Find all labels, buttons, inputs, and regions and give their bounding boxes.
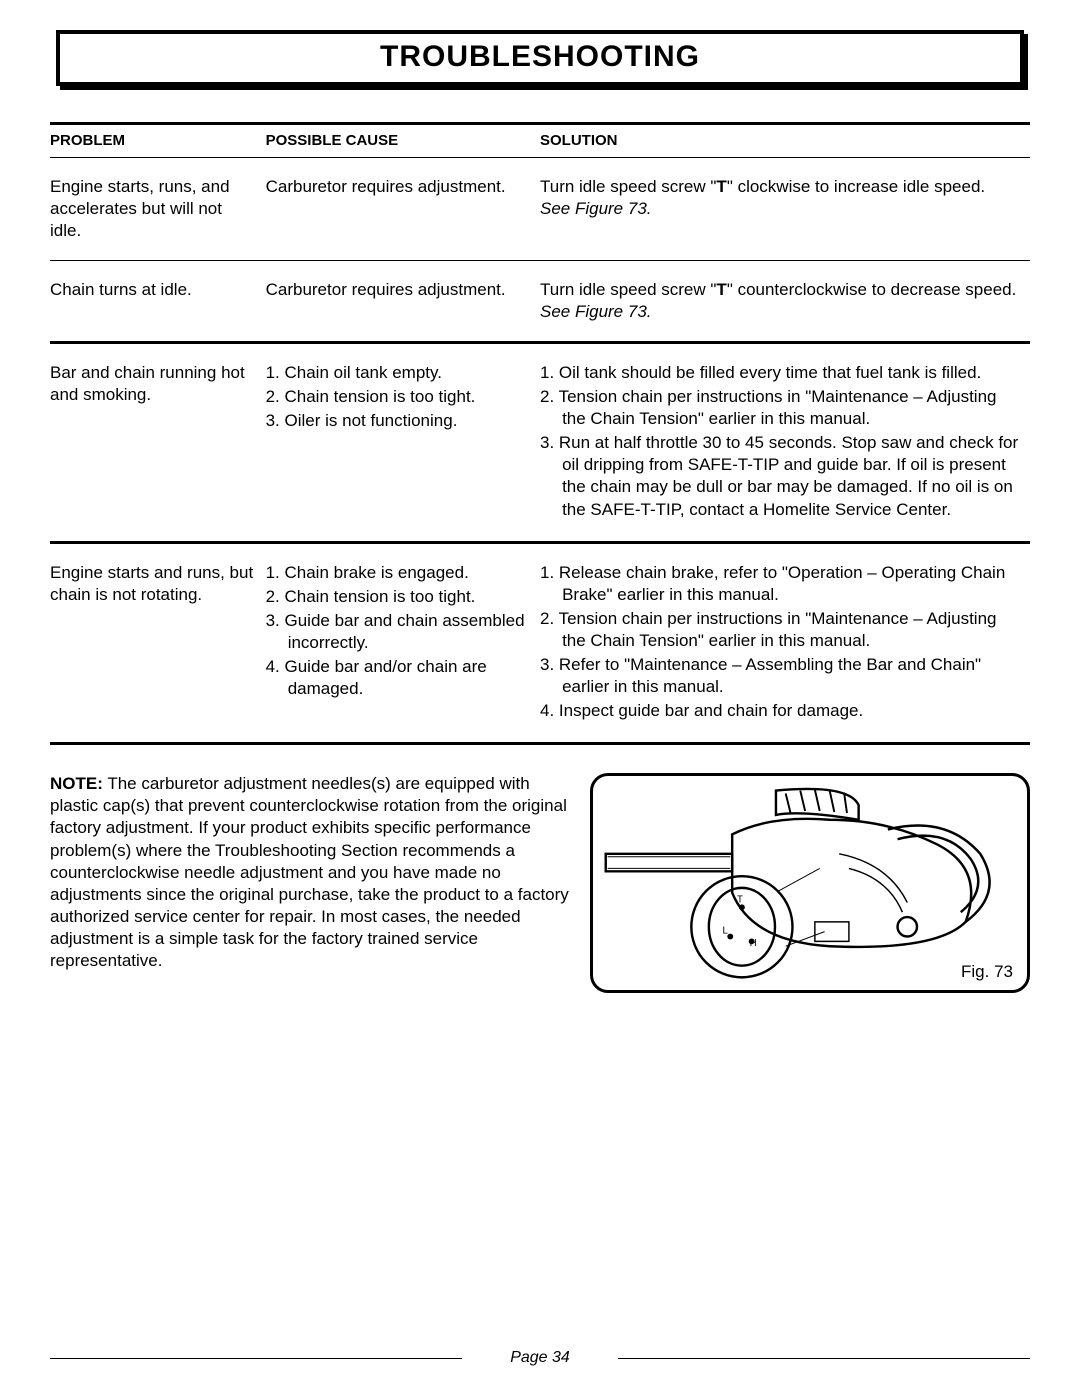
list-item: 3. Run at half throttle 30 to 45 seconds…: [540, 432, 1020, 520]
cell-problem: Engine starts, runs, and accelerates but…: [50, 157, 266, 260]
note-body: The carburetor adjustment needles(s) are…: [50, 774, 569, 970]
svg-text:L: L: [722, 926, 728, 937]
figure-caption: Fig. 73: [961, 962, 1013, 982]
list-item: 4. Inspect guide bar and chain for damag…: [540, 700, 1020, 722]
list-item: 2. Tension chain per instructions in "Ma…: [540, 386, 1020, 430]
list-item: 4. Guide bar and/or chain are damaged.: [266, 656, 530, 700]
cell-cause: Carburetor requires adjustment.: [266, 157, 540, 260]
cell-cause: 1. Chain oil tank empty.2. Chain tension…: [266, 342, 540, 542]
cell-solution: 1. Oil tank should be filled every time …: [540, 342, 1030, 542]
cell-solution: 1. Release chain brake, refer to "Operat…: [540, 542, 1030, 744]
note-label: NOTE:: [50, 774, 103, 793]
table-row: Bar and chain running hot and smoking.1.…: [50, 342, 1030, 542]
list-item: 2. Chain tension is too tight.: [266, 586, 530, 608]
list-item: 1. Chain brake is engaged.: [266, 562, 530, 584]
page-footer: Page 34: [50, 1349, 1030, 1367]
list-item: 1. Chain oil tank empty.: [266, 362, 530, 384]
chainsaw-illustration: T L H: [593, 776, 1027, 990]
cell-solution: Turn idle speed screw "T" clockwise to i…: [540, 157, 1030, 260]
cell-problem: Chain turns at idle.: [50, 260, 266, 342]
page-number: Page 34: [510, 1349, 570, 1366]
list-item: 2. Tension chain per instructions in "Ma…: [540, 608, 1020, 652]
svg-text:T: T: [737, 895, 743, 906]
list-item: 1. Release chain brake, refer to "Operat…: [540, 562, 1020, 606]
list-item: 1. Oil tank should be filled every time …: [540, 362, 1020, 384]
table-row: Chain turns at idle.Carburetor requires …: [50, 260, 1030, 342]
col-header-problem: PROBLEM: [50, 124, 266, 158]
list-item: 3. Guide bar and chain assembled incorre…: [266, 610, 530, 654]
cell-solution: Turn idle speed screw "T" counterclockwi…: [540, 260, 1030, 342]
cell-cause: 1. Chain brake is engaged.2. Chain tensi…: [266, 542, 540, 744]
list-item: 3. Refer to "Maintenance – Assembling th…: [540, 654, 1020, 698]
table-row: Engine starts, runs, and accelerates but…: [50, 157, 1030, 260]
col-header-cause: POSSIBLE CAUSE: [266, 124, 540, 158]
section-title: TROUBLESHOOTING: [60, 40, 1020, 74]
figure-73: T L H Fig. 73: [590, 773, 1030, 993]
note-paragraph: NOTE: The carburetor adjustment needles(…: [50, 773, 570, 972]
cell-problem: Engine starts and runs, but chain is not…: [50, 542, 266, 744]
list-item: 3. Oiler is not functioning.: [266, 410, 530, 432]
troubleshooting-table: PROBLEM POSSIBLE CAUSE SOLUTION Engine s…: [50, 122, 1030, 745]
col-header-solution: SOLUTION: [540, 124, 1030, 158]
section-title-box: TROUBLESHOOTING: [56, 30, 1024, 86]
table-row: Engine starts and runs, but chain is not…: [50, 542, 1030, 744]
list-item: 2. Chain tension is too tight.: [266, 386, 530, 408]
cell-problem: Bar and chain running hot and smoking.: [50, 342, 266, 542]
cell-cause: Carburetor requires adjustment.: [266, 260, 540, 342]
